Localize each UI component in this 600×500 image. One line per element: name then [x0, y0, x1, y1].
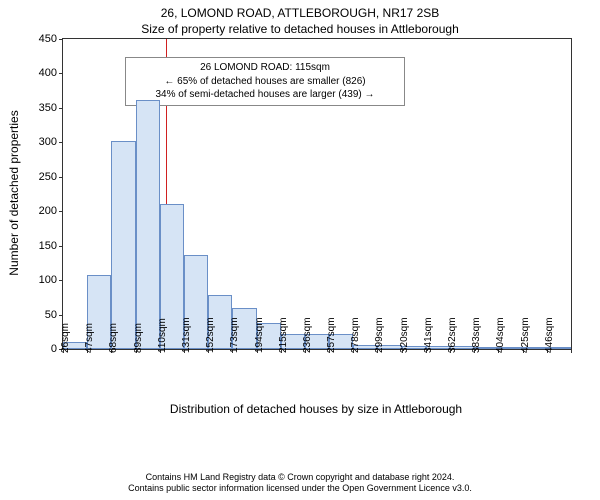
x-tick: 341sqm: [423, 317, 434, 353]
x-tick: 89sqm: [133, 323, 144, 353]
footer: Contains HM Land Registry data © Crown c…: [0, 472, 600, 495]
y-tick: 200: [39, 205, 63, 217]
x-tick: 152sqm: [205, 317, 216, 353]
y-tick: 250: [39, 171, 63, 183]
y-axis-label: Number of detached properties: [7, 110, 21, 275]
y-tick: 150: [39, 240, 63, 252]
y-tick: 400: [39, 67, 63, 79]
x-tick: 131sqm: [181, 317, 192, 353]
x-tick: 236sqm: [302, 317, 313, 353]
y-tick: 100: [39, 274, 63, 286]
y-tick: 50: [45, 309, 63, 321]
histogram-bar: [111, 141, 135, 349]
title-line-2: Size of property relative to detached ho…: [0, 22, 600, 38]
y-tick: 350: [39, 102, 63, 114]
x-tick: 299sqm: [374, 317, 385, 353]
x-axis-label: Distribution of detached houses by size …: [62, 402, 570, 416]
plot-wrap: Number of detached properties 26 LOMOND …: [0, 38, 600, 438]
x-tick: 257sqm: [326, 317, 337, 353]
x-tick: 47sqm: [84, 323, 95, 353]
x-tick: 320sqm: [399, 317, 410, 353]
x-tick: 383sqm: [471, 317, 482, 353]
annotation-line: 34% of semi-detached houses are larger (…: [132, 88, 398, 102]
annotation-line: 26 LOMOND ROAD: 115sqm: [132, 61, 398, 75]
x-tick: 425sqm: [520, 317, 531, 353]
footer-line-1: Contains HM Land Registry data © Crown c…: [0, 472, 600, 483]
y-tick: 300: [39, 136, 63, 148]
x-tick: 215sqm: [278, 317, 289, 353]
x-tick: 362sqm: [447, 317, 458, 353]
x-tick: 26sqm: [60, 323, 71, 353]
x-tick: 68sqm: [108, 323, 119, 353]
annotation-box: 26 LOMOND ROAD: 115sqm← 65% of detached …: [125, 57, 405, 106]
annotation-line: ← 65% of detached houses are smaller (82…: [132, 75, 398, 89]
title-line-1: 26, LOMOND ROAD, ATTLEBOROUGH, NR17 2SB: [0, 6, 600, 22]
x-tick: 446sqm: [544, 317, 555, 353]
plot-area: 26 LOMOND ROAD: 115sqm← 65% of detached …: [62, 38, 572, 350]
footer-line-2: Contains public sector information licen…: [0, 483, 600, 494]
x-tick: 278sqm: [350, 317, 361, 353]
x-tick: 173sqm: [229, 317, 240, 353]
y-tick: 450: [39, 33, 63, 45]
chart-title-block: 26, LOMOND ROAD, ATTLEBOROUGH, NR17 2SB …: [0, 0, 600, 37]
x-tick: 404sqm: [495, 317, 506, 353]
x-tick: 110sqm: [157, 318, 168, 353]
histogram-bar: [136, 100, 160, 349]
x-tick: 194sqm: [254, 317, 265, 353]
